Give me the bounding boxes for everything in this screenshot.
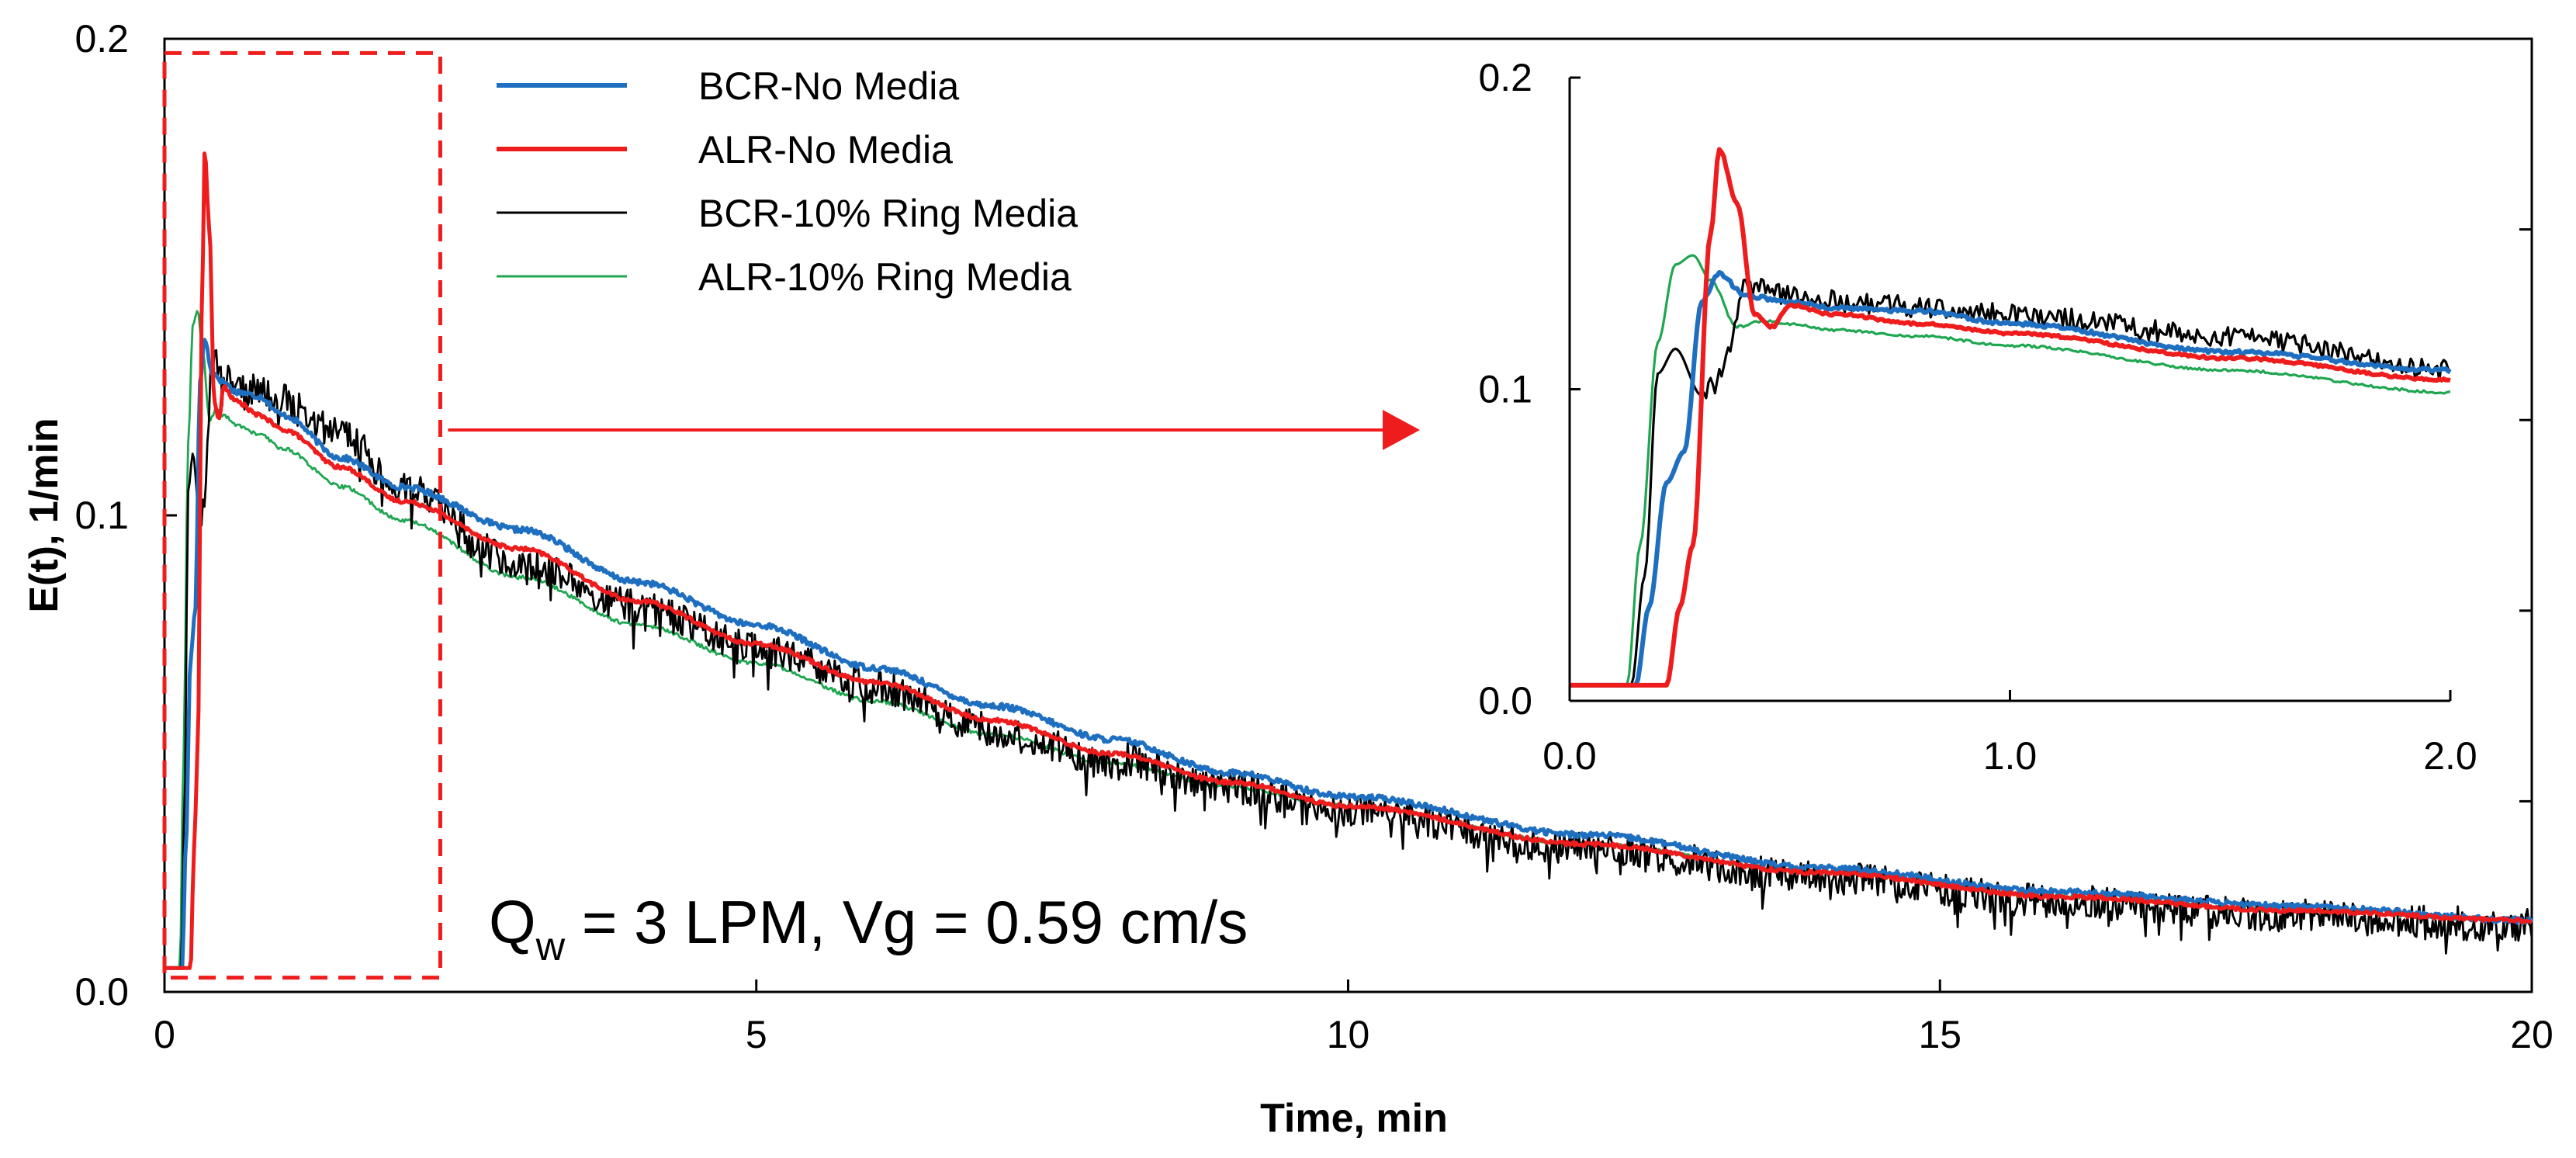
- inset-y-tick-label: 0.2: [1478, 56, 1532, 99]
- main-x-tick-label: 15: [1918, 1013, 1961, 1056]
- annotation-subscript-w: w: [535, 924, 566, 969]
- main-y-tick-label: 0.2: [74, 17, 129, 61]
- y-axis-title: E(t), 1/min: [22, 418, 67, 612]
- inset-y-tick-label: 0.0: [1478, 679, 1532, 723]
- legend-label: BCR-No Media: [698, 64, 959, 108]
- main-x-tick-label: 20: [2510, 1013, 2553, 1056]
- inset-series-line-1: [1569, 147, 2451, 688]
- zoom-arrow-head: [1383, 410, 1420, 450]
- zoom-region-box: [162, 50, 442, 980]
- annotation-rest: = 3 LPM, Vg = 0.59 cm/s: [565, 888, 1248, 956]
- legend: BCR-No Media ALR-No Media BCR-10% Ring Med…: [497, 64, 1078, 299]
- inset-x-tick-label: 2.0: [2423, 734, 2477, 778]
- legend-label: ALR-10% Ring Media: [698, 255, 1072, 299]
- inset-y-tick-label: 0.1: [1478, 368, 1532, 411]
- x-axis-title: Time, min: [1260, 1096, 1448, 1141]
- inset-series-line-0: [1569, 269, 2452, 688]
- annotation-q: Q: [489, 888, 536, 956]
- inset-series-line-3: [1570, 254, 2450, 687]
- main-series-line-0: [164, 338, 2534, 970]
- legend-label: ALR-No Media: [698, 128, 953, 172]
- inset-background: [1459, 62, 2467, 807]
- inset-x-tick-label: 1.0: [1983, 734, 2038, 778]
- inset-series-line-2: [1570, 277, 2452, 687]
- inset-ticks-layer: 0.0 1.0 2.0 0.0 0.1 0.2: [1478, 56, 2477, 778]
- main-series-layer: [164, 151, 2534, 970]
- main-series-line-1: [164, 151, 2533, 970]
- main-ticks-layer: 0 5 10 15 20 0.0 0.1 0.2: [74, 17, 2553, 1056]
- legend-label: BCR-10% Ring Media: [698, 192, 1078, 235]
- condition-annotation: Qw = 3 LPM, Vg = 0.59 cm/s: [489, 888, 1248, 969]
- main-x-tick-label: 10: [1327, 1013, 1370, 1056]
- inset-series-layer: [1569, 147, 2452, 688]
- main-y-tick-label: 0.1: [74, 494, 129, 537]
- inset-x-tick-label: 0.0: [1542, 734, 1597, 778]
- main-x-tick-label: 0: [154, 1013, 175, 1056]
- main-y-tick-label: 0.0: [74, 970, 129, 1014]
- main-x-tick-label: 5: [746, 1013, 767, 1056]
